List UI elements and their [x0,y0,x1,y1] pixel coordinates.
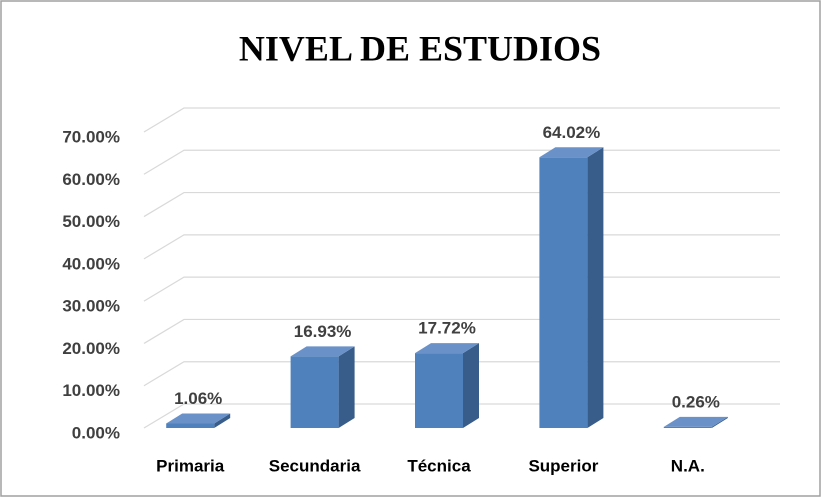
y-tick-label: 10.00% [62,381,120,400]
bar-top [539,147,604,158]
bar [663,416,728,428]
y-tick-label: 70.00% [62,127,120,146]
x-tick-label: Técnica [407,456,471,475]
x-tick-label: Superior [528,456,598,475]
y-tick-label: 20.00% [62,339,120,358]
x-tick-label: N.A. [671,456,705,475]
bar-top [290,346,355,357]
y-tick-label: 40.00% [62,254,120,273]
bar [539,147,604,428]
bar-side [711,416,728,428]
bar-top [415,343,479,354]
bar [166,413,231,428]
bar-top [663,416,728,427]
chart-title: NIVEL DE ESTUDIOS [239,28,601,68]
bar-front [290,356,339,428]
bar [290,346,355,428]
y-tick-label: 30.00% [62,297,120,316]
x-tick-label: Primaria [156,456,225,475]
bar [415,343,479,428]
data-label: 1.06% [174,389,222,408]
bar-side [338,346,355,428]
bar-side [463,343,479,428]
data-label: 17.72% [418,319,476,338]
grid-line [143,107,780,133]
bar-front [663,426,712,428]
data-label: 0.26% [672,392,720,411]
bar-front [415,353,463,428]
x-tick-label: Secundaria [269,456,361,475]
y-tick-label: 0.00% [72,423,120,442]
data-label: 16.93% [294,322,352,341]
y-tick-label: 50.00% [62,212,120,231]
bar-side [214,413,231,428]
y-tick-label: 60.00% [62,170,120,189]
bar-top [166,413,231,424]
data-label: 64.02% [543,123,601,142]
bar-front [166,423,215,428]
bar-side [587,147,604,428]
bar-front [539,157,588,428]
